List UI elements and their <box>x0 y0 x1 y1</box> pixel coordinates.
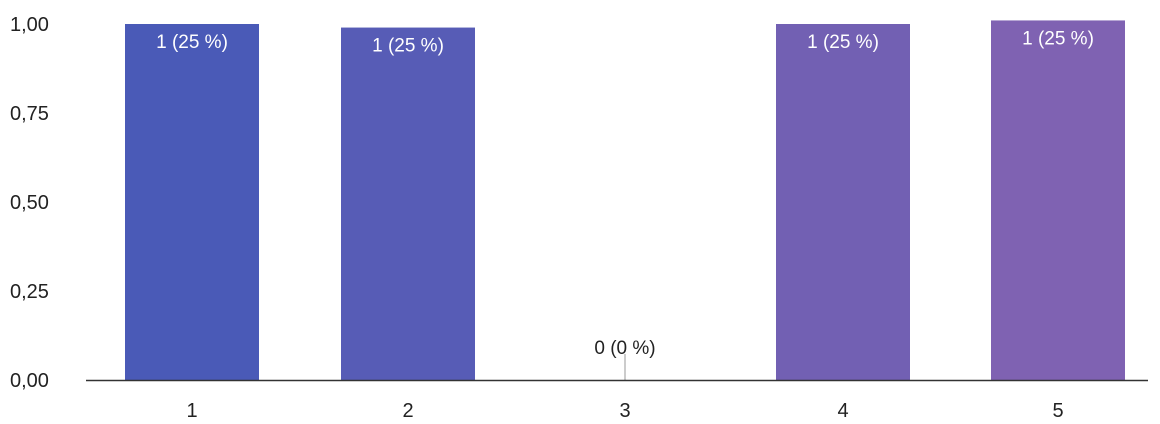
data-label: 1 (25 %) <box>372 36 444 57</box>
x-tick-label: 4 <box>837 400 848 422</box>
data-label: 1 (25 %) <box>156 32 228 53</box>
x-tick-label: 3 <box>619 400 630 422</box>
y-axis-ticks: 1,00 0,75 0,50 0,25 0,00 <box>10 14 49 392</box>
data-label: 0 (0 %) <box>594 338 655 359</box>
data-label: 1 (25 %) <box>1022 28 1094 49</box>
y-tick-label: 1,00 <box>10 14 49 36</box>
x-tick-label: 5 <box>1052 400 1063 422</box>
y-tick-label: 0,00 <box>10 370 49 392</box>
bar <box>341 27 475 381</box>
data-labels-group: 1 (25 %) 1 (25 %) 0 (0 %) 1 (25 %) 1 (25 %) <box>156 28 1094 359</box>
bars-group <box>125 20 1125 381</box>
y-tick-label: 0,25 <box>10 281 49 303</box>
bar <box>991 20 1125 380</box>
x-tick-label: 2 <box>402 400 413 422</box>
bar <box>776 24 910 380</box>
x-tick-label: 1 <box>186 400 197 422</box>
bar <box>125 24 259 380</box>
x-axis-ticks: 1 2 3 4 5 <box>186 400 1063 422</box>
y-tick-label: 0,75 <box>10 103 49 125</box>
data-label: 1 (25 %) <box>807 32 879 53</box>
y-tick-label: 0,50 <box>10 192 49 214</box>
